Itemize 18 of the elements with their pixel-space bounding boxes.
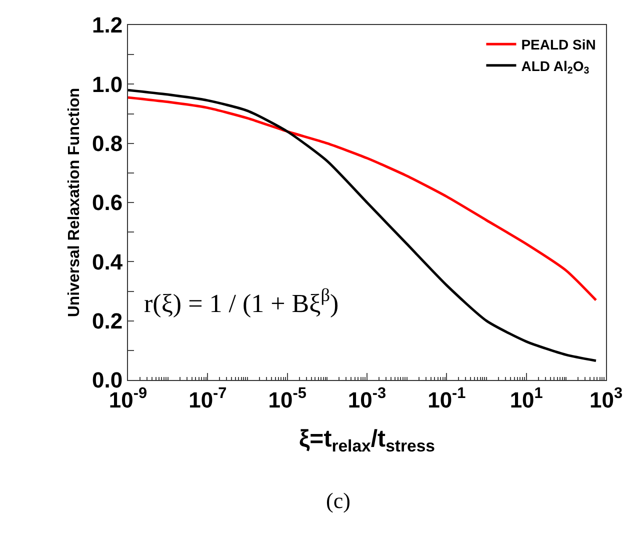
y-tick-label: 0.6 <box>92 190 123 216</box>
x-tick-label: 10$^{1}$ <box>510 385 544 412</box>
y-tick-label: 1.2 <box>92 12 123 38</box>
y-tick-label: 0.4 <box>92 249 124 274</box>
y-tick-label: 1.0 <box>92 72 123 97</box>
legend-label: PEALD SiN <box>521 36 596 53</box>
y-axis-title: Universal Relaxation Function <box>66 88 83 318</box>
legend-label: ALD Al$_{2}$O$_{3}$ <box>521 58 590 77</box>
x-tick-label: 10$^{-5}$ <box>268 385 307 412</box>
x-tick-label: 10$^{-3}$ <box>348 385 386 412</box>
text: (c) <box>326 488 350 513</box>
x-axis-title: ξ=t$_{relax}$/t$_{stress}$ <box>298 426 436 456</box>
x-tick-label: 10$^{-7}$ <box>188 385 227 412</box>
y-tick-label: 0.2 <box>92 308 123 334</box>
x-tick-label: 10$^{-1}$ <box>428 385 466 412</box>
annotation: r(ξ) = 1 / (1 + Bξ$^{β}$) <box>144 285 339 318</box>
y-tick-label: 0.8 <box>92 131 123 156</box>
x-tick-label: 10$^{3}$ <box>589 385 623 412</box>
